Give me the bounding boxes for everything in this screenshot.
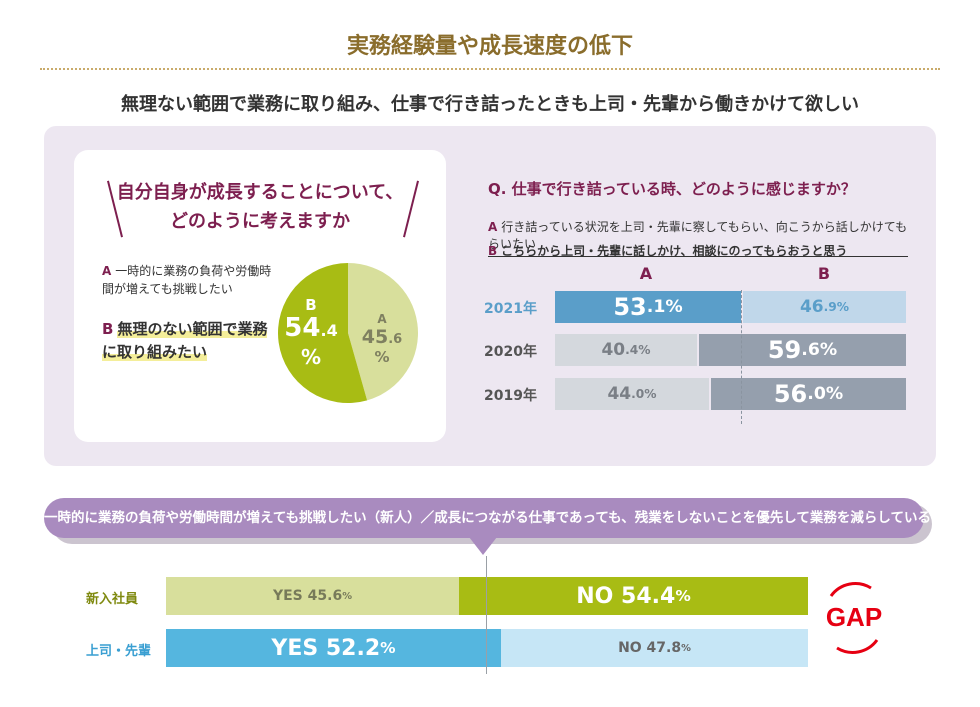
- pie-label-b-unit: %: [300, 345, 322, 369]
- bar-value-a-dec: .1%: [646, 297, 683, 317]
- pie-label-b: B 54.4 %: [278, 296, 344, 369]
- option-b: B 無理のない範囲で業務に取り組みたい: [102, 318, 272, 364]
- bar-value-a-dec: .4%: [625, 343, 651, 357]
- bar-segment-yes: YES 45.6%: [166, 577, 459, 615]
- title-divider: [40, 68, 940, 70]
- bar-unit-no: %: [681, 642, 691, 654]
- bar-value-yes: YES 45.6: [272, 588, 343, 604]
- bar-value-a-dec: .0%: [631, 387, 657, 401]
- option-a-key: A: [102, 264, 112, 278]
- pie-label-a: A 45.6 %: [352, 312, 412, 366]
- gap-label: GAP: [826, 602, 882, 632]
- bar-segment-a: 40.4%: [555, 334, 697, 366]
- group-label: 上司・先輩: [86, 644, 152, 659]
- bar-value-b-dec: .6%: [801, 340, 838, 360]
- bar-value-b-dec: .0%: [807, 384, 844, 404]
- legend-a-text: 行き詰っている状況を上司・先輩に察してもらい、向こうから話しかけてもらいたい: [488, 220, 908, 251]
- bar-value-a-int: 40: [601, 340, 626, 360]
- bar-segment-yes: YES 52.2%: [166, 629, 501, 667]
- pie-label-a-unit: %: [374, 348, 390, 366]
- center-divider: [741, 290, 742, 424]
- legend-b-key: B: [488, 244, 498, 258]
- bar-question: Q. 仕事で行き詰っている時、どのように感じますか？: [488, 180, 856, 198]
- bar-value-no: NO 47.8: [618, 640, 682, 656]
- option-a: A 一時的に業務の負荷や労働時間が増えても挑戦したい: [102, 262, 272, 298]
- gap-center-line: [486, 556, 487, 674]
- gap-banner-text: 一時的に業務の負荷や労働時間が増えても挑戦したい（新人）／成長につながる仕事であ…: [44, 510, 980, 526]
- pie-label-a-int: 45: [361, 326, 389, 348]
- option-b-key: B: [102, 320, 114, 338]
- pie-card-title: 自分自身が成長することについて、 どのように考えますか: [110, 178, 410, 236]
- bar-segment-no: NO 54.4%: [459, 577, 808, 615]
- legend-a-key: A: [488, 220, 498, 234]
- bar-segment-b: 56.0%: [711, 378, 906, 410]
- year-label: 2019年: [484, 388, 537, 404]
- bar-value-b-int: 46: [799, 297, 824, 317]
- pie-card-title-line2: どのように考えますか: [170, 211, 350, 232]
- subtitle: 無理ない範囲で業務に取り組み、仕事で行き詰ったときも上司・先輩から働きかけて欲し…: [121, 94, 859, 115]
- pie-label-a-key: A: [377, 312, 387, 326]
- bar-segment-b: 59.6%: [699, 334, 906, 366]
- main-title: 実務経験量や成長速度の低下: [346, 34, 633, 59]
- gap-arc-top: [829, 582, 872, 597]
- option-a-text: 一時的に業務の負荷や労働時間が増えても挑戦したい: [102, 264, 272, 296]
- bar-value-b-int: 56: [773, 380, 808, 408]
- bar-value-b-dec: .9%: [823, 300, 850, 314]
- bar-unit-no: %: [675, 587, 691, 605]
- pie-chart: [278, 263, 418, 403]
- year-label: 2020年: [484, 344, 537, 360]
- gap-banner: [44, 498, 924, 538]
- bar-value-b-int: 59: [767, 336, 802, 364]
- pie-label-b-key: B: [305, 296, 317, 314]
- year-label: 2021年: [484, 301, 537, 317]
- bar-segment-a: 44.0%: [555, 378, 709, 410]
- pie-label-b-dec: .4: [320, 321, 338, 340]
- bar-value-a-int: 44: [607, 384, 632, 404]
- gap-arc-bottom: [836, 639, 879, 654]
- pie-label-b-int: 54: [284, 313, 321, 343]
- group-label: 新入社員: [86, 592, 139, 607]
- col-header-b: B: [817, 264, 831, 283]
- pie-label-a-dec: .6: [388, 332, 403, 347]
- bar-value-a-int: 53: [613, 293, 647, 321]
- pie-slice-a: [348, 263, 418, 401]
- banner-tail: [469, 537, 497, 555]
- col-header-a: A: [639, 264, 653, 283]
- legend-a: A 行き詰っている状況を上司・先輩に察してもらい、向こうから話しかけてもらいたい: [488, 218, 908, 257]
- bar-segment-no: NO 47.8%: [501, 629, 808, 667]
- bar-value-no: NO 54.4: [576, 583, 676, 609]
- pie-slice-b: [278, 263, 368, 403]
- legend-b: B こちらから上司・先輩に話しかけ、相談にのってもらおうと思う: [488, 242, 908, 259]
- bar-unit-yes: %: [342, 590, 353, 602]
- bar-unit-yes: %: [380, 639, 396, 657]
- option-b-text: 無理のない範囲で業務に取り組みたい: [102, 320, 268, 361]
- pie-card-title-line1: 自分自身が成長することについて、: [116, 182, 404, 203]
- gap-mark: GAP: [826, 582, 882, 654]
- legend-b-text: こちらから上司・先輩に話しかけ、相談にのってもらおうと思う: [501, 244, 848, 258]
- bar-value-yes: YES 52.2: [271, 635, 381, 661]
- bar-segment-a: 53.1%: [555, 291, 741, 323]
- bar-segment-b: 46.9%: [743, 291, 906, 323]
